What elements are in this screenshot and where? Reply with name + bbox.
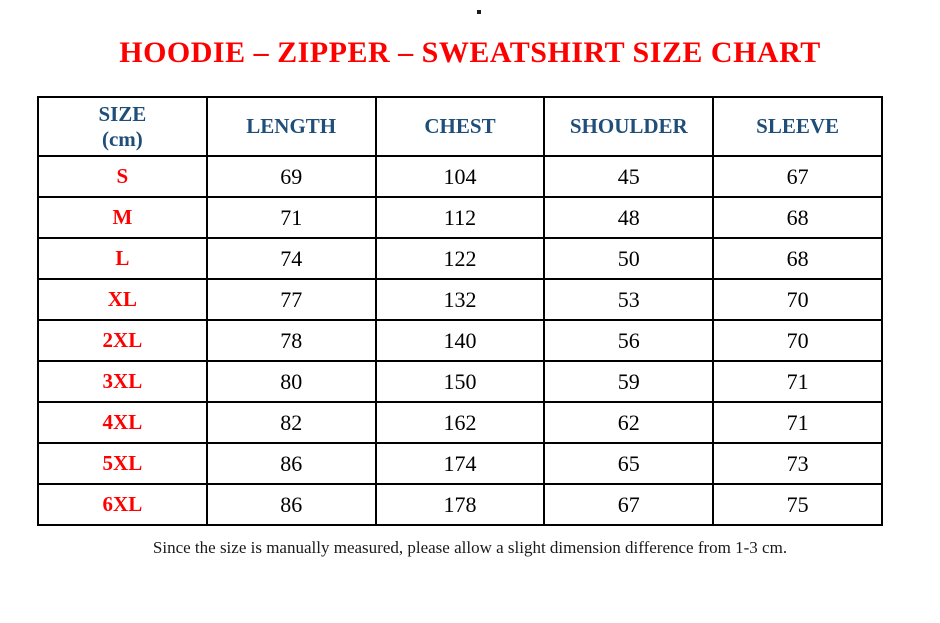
header-cell-length: LENGTH (205, 96, 377, 157)
chest-cell: 112 (374, 196, 546, 239)
header-row: SIZE (cm) LENGTH CHEST SHOULDER SLEEVE (37, 96, 883, 157)
table-row: 6XL 86 178 67 75 (37, 483, 883, 526)
table-row: L 74 122 50 68 (37, 237, 883, 280)
size-cell: L (37, 237, 208, 280)
size-cell: 4XL (37, 401, 208, 444)
table-header: SIZE (cm) LENGTH CHEST SHOULDER SLEEVE (37, 96, 883, 157)
size-chart-table: SIZE (cm) LENGTH CHEST SHOULDER SLEEVE S… (37, 96, 883, 526)
chest-cell: 178 (374, 483, 546, 526)
length-cell: 74 (205, 237, 377, 280)
length-cell: 80 (205, 360, 377, 403)
shoulder-cell: 53 (543, 278, 715, 321)
shoulder-cell: 67 (543, 483, 715, 526)
length-cell: 77 (205, 278, 377, 321)
length-cell: 71 (205, 196, 377, 239)
header-size-line2: (cm) (101, 126, 143, 151)
size-cell: M (37, 196, 208, 239)
header-cell-size: SIZE (cm) (37, 96, 208, 157)
sleeve-cell: 67 (712, 155, 883, 198)
sleeve-cell: 70 (712, 319, 883, 362)
sleeve-cell: 70 (712, 278, 883, 321)
header-size-line1: SIZE (98, 102, 147, 127)
size-cell: 2XL (37, 319, 208, 362)
chest-cell: 104 (374, 155, 546, 198)
header-cell-shoulder: SHOULDER (543, 96, 715, 157)
shoulder-cell: 48 (543, 196, 715, 239)
table-row: 2XL 78 140 56 70 (37, 319, 883, 362)
chest-cell: 162 (374, 401, 546, 444)
header-cell-chest: CHEST (374, 96, 546, 157)
table-row: M 71 112 48 68 (37, 196, 883, 239)
chest-cell: 140 (374, 319, 546, 362)
chest-cell: 122 (374, 237, 546, 280)
table-row: 4XL 82 162 62 71 (37, 401, 883, 444)
chest-cell: 132 (374, 278, 546, 321)
table-row: 5XL 86 174 65 73 (37, 442, 883, 485)
length-cell: 69 (205, 155, 377, 198)
length-cell: 78 (205, 319, 377, 362)
size-cell: 6XL (37, 483, 208, 526)
shoulder-cell: 56 (543, 319, 715, 362)
length-cell: 82 (205, 401, 377, 444)
page-title: HOODIE – ZIPPER – SWEATSHIRT SIZE CHART (119, 36, 821, 69)
chest-cell: 174 (374, 442, 546, 485)
shoulder-cell: 62 (543, 401, 715, 444)
table-row: XL 77 132 53 70 (37, 278, 883, 321)
sleeve-cell: 73 (712, 442, 883, 485)
sleeve-cell: 71 (712, 401, 883, 444)
size-chart-container: SIZE (cm) LENGTH CHEST SHOULDER SLEEVE S… (37, 96, 883, 526)
sleeve-cell: 71 (712, 360, 883, 403)
sleeve-cell: 68 (712, 237, 883, 280)
table-row: 3XL 80 150 59 71 (37, 360, 883, 403)
length-cell: 86 (205, 483, 377, 526)
sleeve-cell: 68 (712, 196, 883, 239)
size-cell: XL (37, 278, 208, 321)
size-chart-body: S 69 104 45 67 M 71 112 48 68 L 74 122 50 68 XL 77 132 53 7… (37, 155, 883, 526)
size-cell: 3XL (37, 360, 208, 403)
shoulder-cell: 45 (543, 155, 715, 198)
header-cell-sleeve: SLEEVE (712, 96, 883, 157)
shoulder-cell: 65 (543, 442, 715, 485)
footnote-text: Since the size is manually measured, ple… (152, 538, 788, 557)
chest-cell: 150 (374, 360, 546, 403)
shoulder-cell: 50 (543, 237, 715, 280)
table-row: S 69 104 45 67 (37, 155, 883, 198)
stray-dot (477, 10, 481, 14)
size-cell: S (37, 155, 208, 198)
length-cell: 86 (205, 442, 377, 485)
size-cell: 5XL (37, 442, 208, 485)
sleeve-cell: 75 (712, 483, 883, 526)
shoulder-cell: 59 (543, 360, 715, 403)
